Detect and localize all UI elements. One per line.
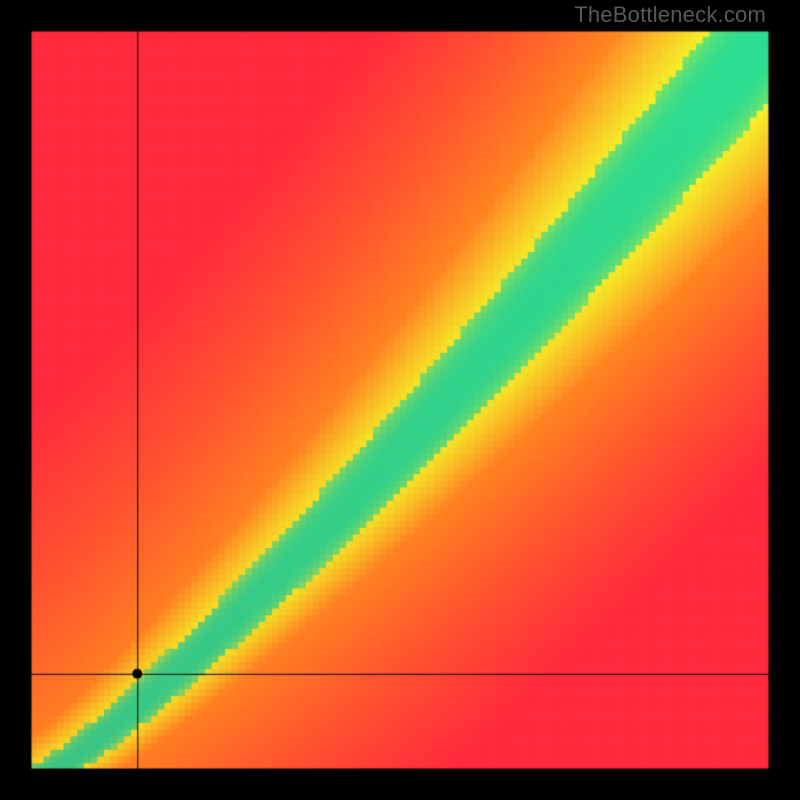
attribution-text: TheBottleneck.com [574,2,766,28]
heatmap-canvas [0,0,800,800]
chart-container: TheBottleneck.com [0,0,800,800]
